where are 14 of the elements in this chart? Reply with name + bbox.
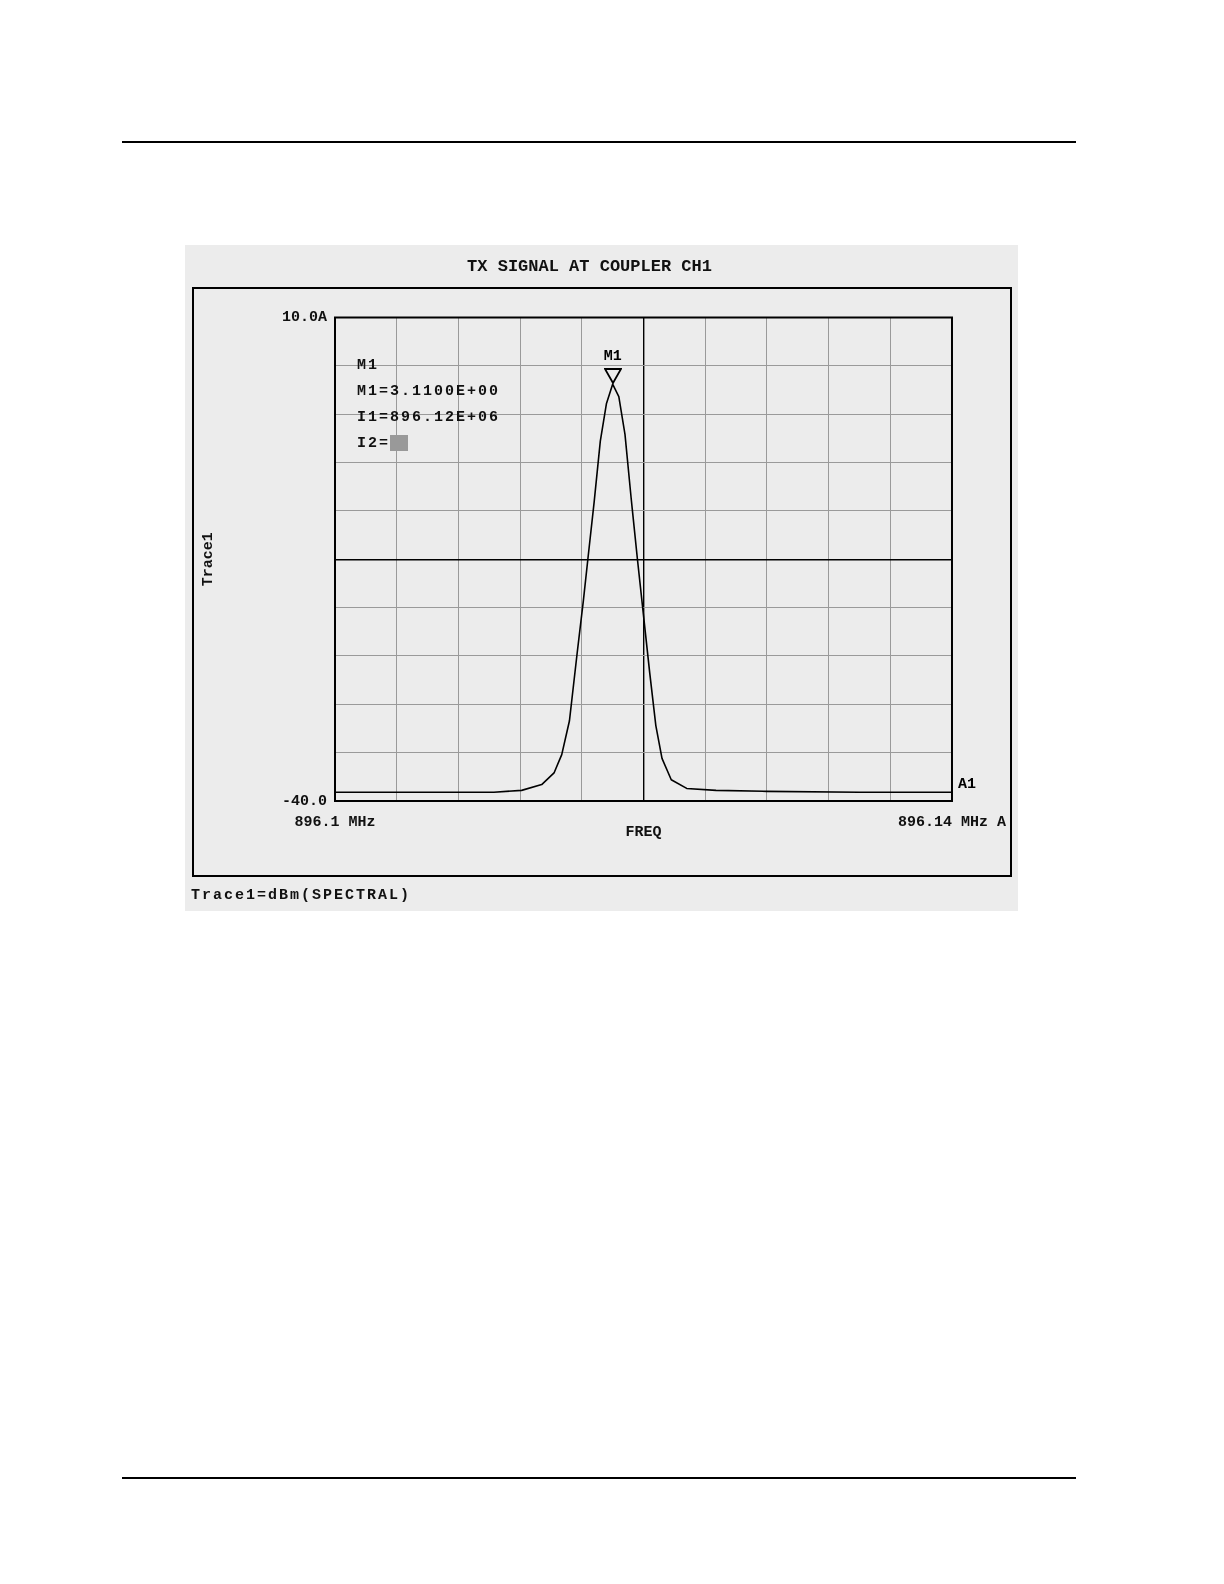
- x-axis-title: FREQ: [625, 823, 662, 841]
- annotation: I2=: [357, 434, 391, 454]
- y-axis-title: Trace1: [199, 532, 217, 587]
- annotation: M1=3.1100E+00: [357, 382, 501, 402]
- annotation: A1: [957, 776, 977, 794]
- x-tick-label: 896.14 MHz A: [897, 813, 1007, 831]
- y-tick-label: 10.0A: [281, 309, 327, 327]
- x-tick-label: 896.1 MHz: [294, 813, 376, 831]
- annotation: M1: [603, 347, 622, 365]
- annotation: M1: [357, 356, 380, 376]
- text: Trace1=dBm(SPECTRAL): [191, 887, 412, 904]
- y-tick-label: -40.0: [281, 792, 327, 810]
- chart-title: TX SIGNAL AT COUPLER CH1: [467, 257, 712, 277]
- annotation: I1=896.12E+06: [357, 408, 501, 428]
